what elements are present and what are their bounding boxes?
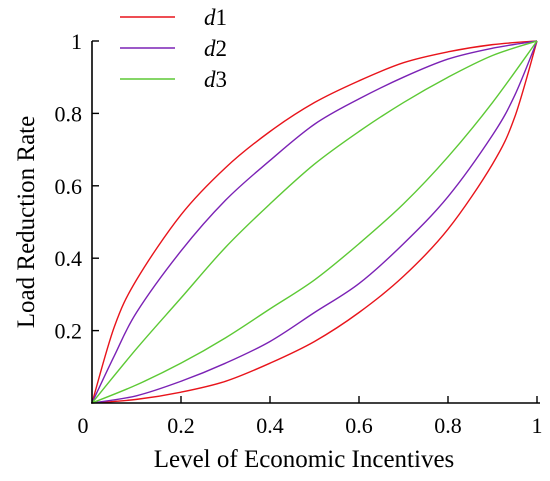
y-tick-label: 0.6 [55,174,83,199]
legend-label-d3: d3 [204,67,227,92]
axes [91,41,540,404]
x-ticks: 0 0.2 0.4 0.6 0.8 1 [78,396,543,438]
series-d1-curve-upper [91,40,538,404]
y-tick-label: 1 [71,29,82,54]
series-d2-curve-upper [91,40,538,404]
legend-label-var: d [204,67,216,92]
x-tick-label: 1 [532,413,543,438]
legend-label-index: 2 [216,36,228,61]
series-d1-curve-lower [91,40,538,404]
x-tick-label: 0 [78,413,89,438]
series-d2-curve-lower [91,40,538,404]
legend-label-d1: d1 [204,5,227,30]
y-tick-label: 0.8 [55,101,83,126]
series-d3-curve-upper [91,40,538,404]
y-tick-label: 0.2 [55,319,83,344]
legend-label-index: 1 [216,5,228,30]
y-tick-label: 0.4 [55,246,83,271]
legend-label-var: d [204,5,216,30]
legend-label-index: 3 [216,67,228,92]
x-tick-label: 0.8 [434,413,462,438]
series-d3-curve-lower [91,40,538,404]
legend-label-var: d [204,36,216,61]
y-axis-title: Load Reduction Rate [13,116,40,328]
y-ticks: 0.2 0.4 0.6 0.8 1 [55,29,99,344]
curves-layer [91,40,538,404]
x-axis-title: Level of Economic Incentives [154,446,455,473]
x-tick-label: 0.2 [167,413,195,438]
legend-label-d2: d2 [204,36,227,61]
x-tick-label: 0.6 [345,413,373,438]
x-tick-label: 0.4 [256,413,284,438]
